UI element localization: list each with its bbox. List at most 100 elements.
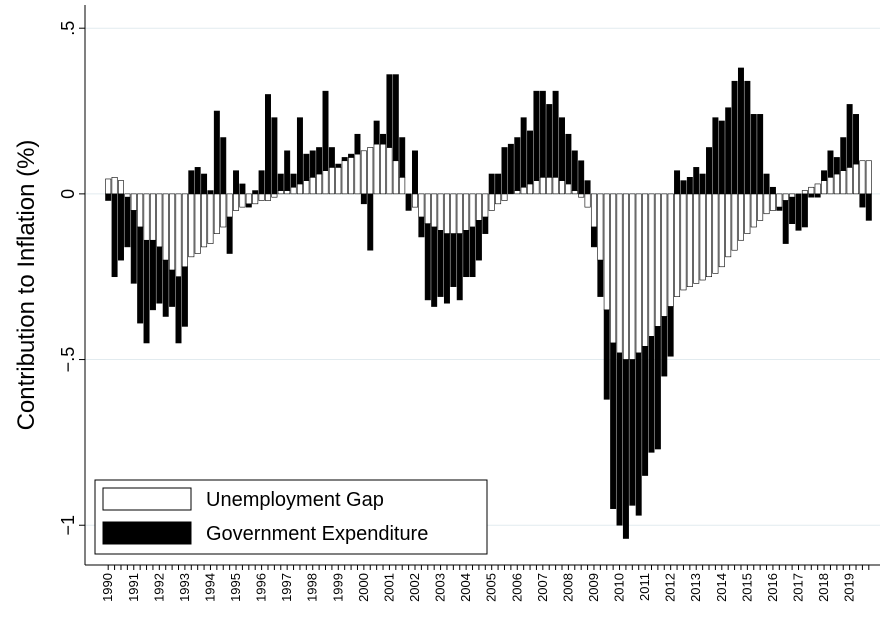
bar xyxy=(418,193,425,218)
bar xyxy=(495,193,502,205)
bar xyxy=(213,110,220,195)
bar xyxy=(718,120,725,195)
bar xyxy=(789,193,796,198)
bar xyxy=(284,190,291,195)
bar xyxy=(475,220,482,261)
bar xyxy=(853,163,860,195)
bar xyxy=(296,117,303,185)
bar xyxy=(207,190,214,195)
y-tick-label: .5 xyxy=(58,21,78,36)
bar xyxy=(590,193,597,228)
bar xyxy=(801,190,808,195)
bar xyxy=(456,193,463,234)
bar xyxy=(213,193,220,234)
y-tick-label: 0 xyxy=(58,189,78,199)
bar xyxy=(718,193,725,268)
bar xyxy=(482,193,489,218)
bar xyxy=(616,193,623,354)
legend-swatch xyxy=(102,487,192,511)
x-tick-label: 1992 xyxy=(151,573,166,602)
bar xyxy=(143,193,150,241)
bar xyxy=(635,352,642,516)
bar xyxy=(239,183,246,195)
bar xyxy=(450,193,457,234)
bar xyxy=(501,193,508,201)
bar xyxy=(456,233,463,301)
bar xyxy=(463,230,470,278)
x-tick-label: 1996 xyxy=(254,573,269,602)
bar xyxy=(354,133,361,155)
bar xyxy=(169,269,176,307)
bar xyxy=(245,193,252,205)
x-tick-label: 2014 xyxy=(714,573,729,602)
bar xyxy=(233,193,240,211)
bar xyxy=(322,170,329,195)
bar xyxy=(603,309,610,400)
bar xyxy=(565,133,572,185)
x-tick-label: 2003 xyxy=(433,573,448,602)
bar xyxy=(335,163,342,168)
bar xyxy=(833,173,840,195)
bar xyxy=(360,193,367,205)
bar xyxy=(341,160,348,195)
bar xyxy=(303,153,310,181)
bar xyxy=(571,150,578,191)
bar xyxy=(290,173,297,188)
bar xyxy=(201,173,208,195)
x-tick-label: 1999 xyxy=(330,573,345,602)
x-tick-label: 1995 xyxy=(228,573,243,602)
bar xyxy=(546,177,553,195)
bar xyxy=(744,80,751,195)
bar xyxy=(597,193,604,261)
bar xyxy=(789,196,796,224)
bar xyxy=(501,147,508,195)
x-tick-label: 1994 xyxy=(202,573,217,602)
bar xyxy=(744,193,751,234)
x-tick-label: 2004 xyxy=(458,573,473,602)
bar xyxy=(629,359,636,506)
bar xyxy=(296,183,303,195)
bar xyxy=(533,180,540,195)
bar xyxy=(367,147,374,195)
bar xyxy=(821,170,828,181)
bar xyxy=(642,193,649,347)
bar xyxy=(220,193,227,228)
bar xyxy=(130,210,137,284)
bar xyxy=(488,173,495,195)
bar xyxy=(814,193,821,198)
bar xyxy=(680,180,687,195)
bar xyxy=(392,74,399,162)
bar xyxy=(706,147,712,195)
bar xyxy=(750,114,757,195)
bar xyxy=(693,167,700,195)
bar xyxy=(194,167,201,195)
bar xyxy=(520,117,527,188)
x-tick-label: 2007 xyxy=(535,573,550,602)
bar xyxy=(661,193,668,317)
bar xyxy=(450,233,457,287)
bar xyxy=(686,177,693,195)
bar xyxy=(642,346,649,476)
bar xyxy=(680,193,687,291)
x-tick-label: 1997 xyxy=(279,573,294,602)
bar xyxy=(226,193,233,218)
bar xyxy=(635,193,642,354)
bar xyxy=(757,114,764,195)
bar xyxy=(846,167,853,195)
bar xyxy=(776,193,783,208)
bar xyxy=(552,177,559,195)
bar xyxy=(629,193,636,360)
bar xyxy=(309,177,316,195)
x-tick-label: 1991 xyxy=(126,573,141,602)
bar xyxy=(111,177,118,195)
y-axis-title: Contribution to Inflation (%) xyxy=(13,140,40,431)
bar xyxy=(105,178,112,195)
bar xyxy=(859,160,866,195)
bar xyxy=(674,193,681,297)
x-tick-label: 2010 xyxy=(612,573,627,602)
x-tick-label: 2009 xyxy=(586,573,601,602)
bar xyxy=(833,157,840,175)
x-tick-label: 2018 xyxy=(816,573,831,602)
bar xyxy=(424,193,431,224)
bar xyxy=(194,193,201,254)
